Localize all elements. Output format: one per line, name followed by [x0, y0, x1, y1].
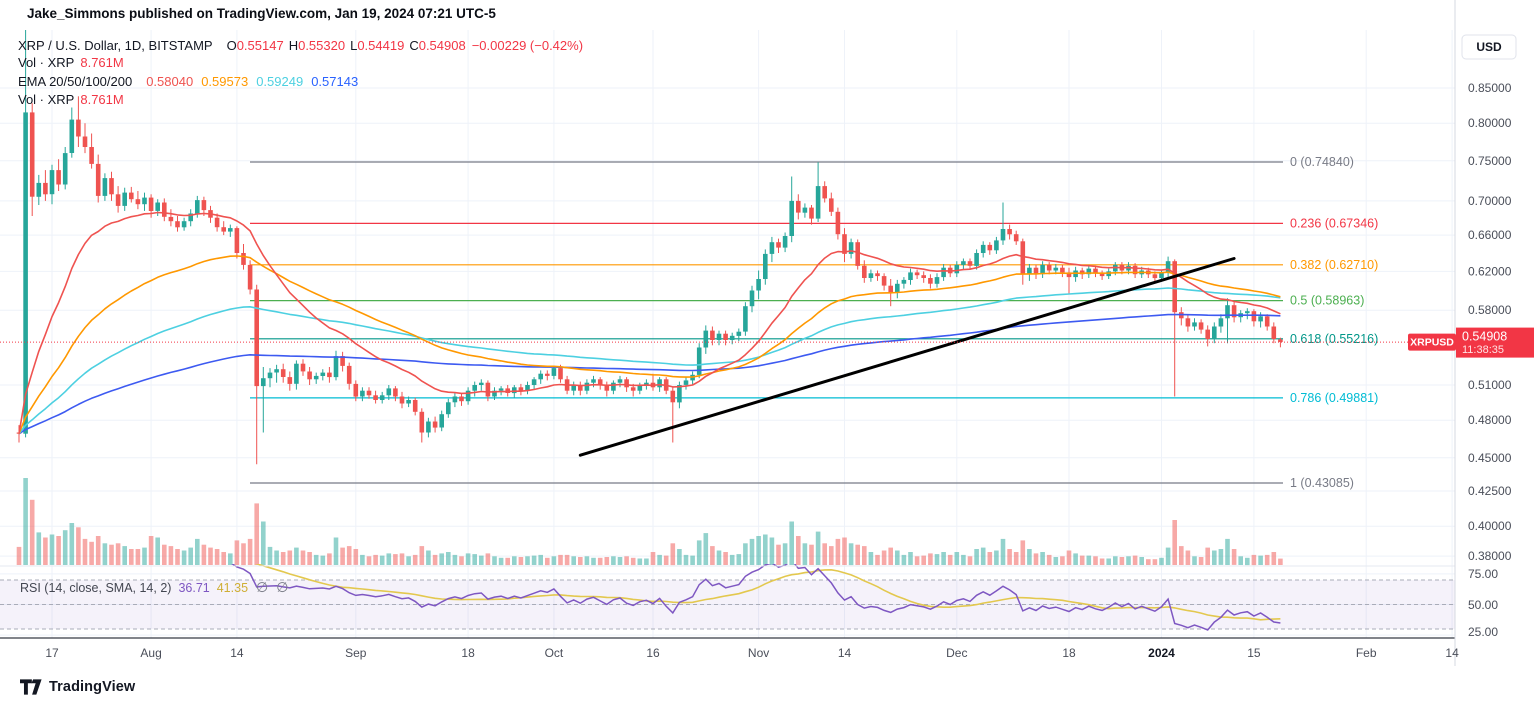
rsi-line[interactable]: [32, 558, 1281, 631]
volume-label-2: Vol · XRP: [18, 92, 75, 107]
last-price-value: 0.54908: [1462, 330, 1507, 344]
symbol-title: XRP / U.S. Dollar, 1D, BITSTAMP: [18, 38, 213, 53]
time-axis[interactable]: 17 Aug 14 Sep 18 Oct 16 Nov 14 Dec 18 2024 15 Feb 14: [45, 646, 1459, 660]
ema20-line[interactable]: [18, 211, 1281, 434]
time-tick-label: 2024: [1148, 646, 1175, 660]
fib-level-label: 0.382 (0.62710): [1290, 258, 1378, 272]
symbol-badge-label: XRPUSD: [1410, 337, 1454, 349]
fib-level-label: 0.786 (0.49881): [1290, 391, 1378, 405]
price-tick-label: 0.48000: [1468, 413, 1512, 427]
fib-retracement[interactable]: 0 (0.74840) 0.236 (0.67346) 0.382 (0.62710…: [250, 155, 1378, 490]
high-label: H: [288, 38, 299, 53]
time-tick-label: 16: [646, 646, 660, 660]
volume-row-2[interactable]: Vol · XRP 8.761M: [18, 92, 124, 107]
currency-usd-label: USD: [1476, 40, 1502, 54]
high-value: 0.55320: [298, 38, 346, 53]
time-tick-label: 14: [230, 646, 244, 660]
ema100-line[interactable]: [18, 287, 1281, 435]
change-value: −0.00229 (−0.42%): [471, 38, 584, 53]
rsi-tick-label: 50.00: [1468, 598, 1498, 612]
time-tick-label: Oct: [545, 646, 564, 660]
rsi-tick-label: 25.00: [1468, 625, 1498, 639]
currency-usd-button[interactable]: USD: [1461, 34, 1517, 60]
price-axis[interactable]: 0.85000 0.80000 0.75000 0.70000 0.66000 0.620…: [1468, 81, 1512, 639]
rsi-sma-line[interactable]: [52, 558, 1281, 621]
volume-value-2: 8.761M: [80, 92, 124, 107]
tradingview-logo-icon: [20, 679, 42, 695]
ema-row[interactable]: EMA 20/50/100/200 0.58040 0.59573 0.59249 0.…: [18, 74, 358, 89]
low-label: L: [350, 38, 358, 53]
rsi-label: RSI (14, close, SMA, 14, 2): [20, 581, 172, 595]
attribution-text: Jake_Simmons published on TradingView.co…: [27, 6, 496, 21]
ema20-value: 0.58040: [146, 74, 194, 89]
empty-set-icon: ∅: [256, 579, 269, 595]
open-label: O: [226, 38, 237, 53]
open-value: 0.55147: [236, 38, 284, 53]
rsi-value: 36.71: [178, 581, 210, 595]
fib-level-label: 1 (0.43085): [1290, 476, 1354, 490]
price-tick-label: 0.80000: [1468, 116, 1512, 130]
volume-label: Vol · XRP: [18, 55, 75, 70]
empty-set-icon: ∅: [276, 579, 289, 595]
time-tick-label: Nov: [748, 646, 769, 660]
fib-level-label: 0.236 (0.67346): [1290, 216, 1378, 230]
volume-value: 8.761M: [80, 55, 124, 70]
price-tick-label: 0.75000: [1468, 154, 1512, 168]
time-tick-label: Aug: [140, 646, 161, 660]
ema50-value: 0.59573: [201, 74, 249, 89]
fib-level-label: 0.5 (0.58963): [1290, 294, 1364, 308]
rsi-sma-value: 41.35: [216, 581, 249, 595]
price-tick-label: 0.38000: [1468, 549, 1512, 563]
low-value: 0.54419: [357, 38, 405, 53]
price-tick-label: 0.42500: [1468, 484, 1512, 498]
ema200-line[interactable]: [18, 313, 1281, 435]
price-tick-label: 0.58000: [1468, 303, 1512, 317]
candlestick-series[interactable]: [16, 30, 1283, 465]
bar-close-countdown: 11:38:35: [1462, 344, 1504, 356]
time-tick-label: 18: [1062, 646, 1076, 660]
rsi-legend[interactable]: RSI (14, close, SMA, 14, 2) 36.71 41.35 ∅ ∅: [20, 579, 288, 596]
fib-level-label: 0 (0.74840): [1290, 155, 1354, 169]
time-tick-label: 18: [461, 646, 475, 660]
close-label: C: [409, 38, 419, 53]
ema200-value: 0.57143: [311, 74, 359, 89]
ema50-line[interactable]: [18, 255, 1281, 434]
price-tick-label: 0.62000: [1468, 264, 1512, 278]
tradingview-wordmark: TradingView: [49, 679, 136, 695]
ema-label: EMA 20/50/100/200: [18, 74, 133, 89]
volume-series: [16, 478, 1283, 566]
time-tick-label: Feb: [1356, 646, 1377, 660]
ema100-value: 0.59249: [256, 74, 304, 89]
price-tick-label: 0.51000: [1468, 378, 1512, 392]
time-tick-label: Dec: [946, 646, 967, 660]
time-tick-label: 17: [45, 646, 59, 660]
price-tick-label: 0.70000: [1468, 194, 1512, 208]
close-value: 0.54908: [418, 38, 466, 53]
price-tick-label: 0.66000: [1468, 228, 1512, 242]
time-tick-label: 15: [1247, 646, 1261, 660]
price-tick-label: 0.45000: [1468, 451, 1512, 465]
time-tick-label: Sep: [345, 646, 367, 660]
tradingview-logo[interactable]: TradingView: [20, 678, 135, 696]
price-tick-label: 0.40000: [1468, 519, 1512, 533]
trendline[interactable]: [578, 257, 1236, 457]
fib-level-label: 0.618 (0.55216): [1290, 332, 1378, 346]
symbol-price-badge: XRPUSD: [1408, 333, 1456, 351]
volume-row-1[interactable]: Vol · XRP 8.761M: [18, 55, 124, 70]
time-tick-label: 14: [1445, 646, 1459, 660]
time-tick-label: 14: [838, 646, 852, 660]
symbol-row[interactable]: XRP / U.S. Dollar, 1D, BITSTAMP O0.55147 H…: [18, 38, 583, 53]
rsi-tick-label: 75.00: [1468, 567, 1498, 581]
price-tick-label: 0.85000: [1468, 81, 1512, 95]
